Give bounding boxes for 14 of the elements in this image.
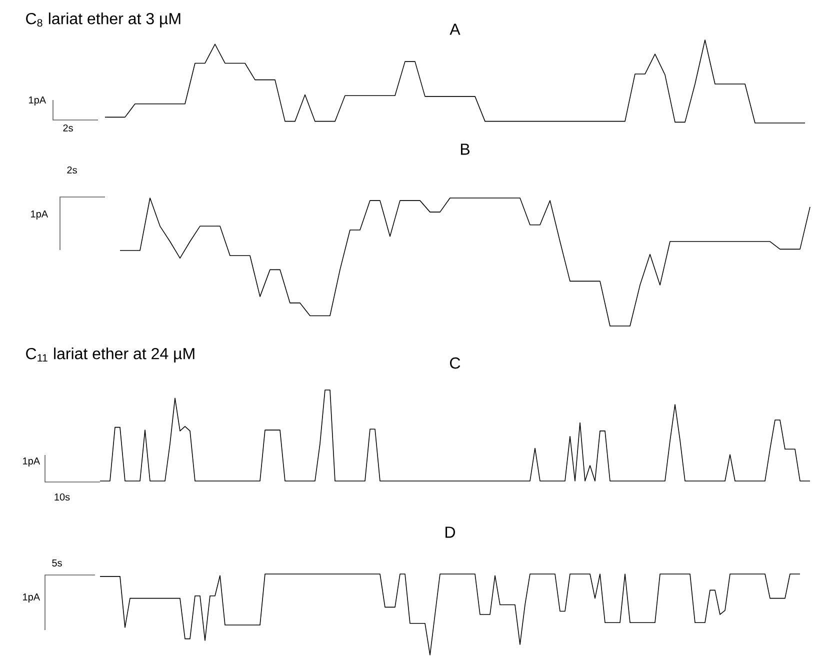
text: 1pA (23, 594, 40, 602)
text: 1pA (23, 458, 40, 466)
text: 5s (52, 560, 62, 566)
chart-title: C (450, 357, 460, 369)
text: 1pA (29, 96, 46, 106)
chart-title: B (460, 144, 470, 155)
chart-title: D (446, 526, 456, 538)
text: 2s (67, 166, 77, 174)
text: 1pA (31, 210, 48, 220)
chart-title: A (450, 24, 460, 35)
text: 2s (63, 124, 73, 132)
text: 10s (54, 493, 70, 501)
text: C$_{11}$ lariat ether at 24 µM (26, 348, 194, 362)
text: C$_{8}$ lariat ether at 3 µM (26, 12, 180, 28)
